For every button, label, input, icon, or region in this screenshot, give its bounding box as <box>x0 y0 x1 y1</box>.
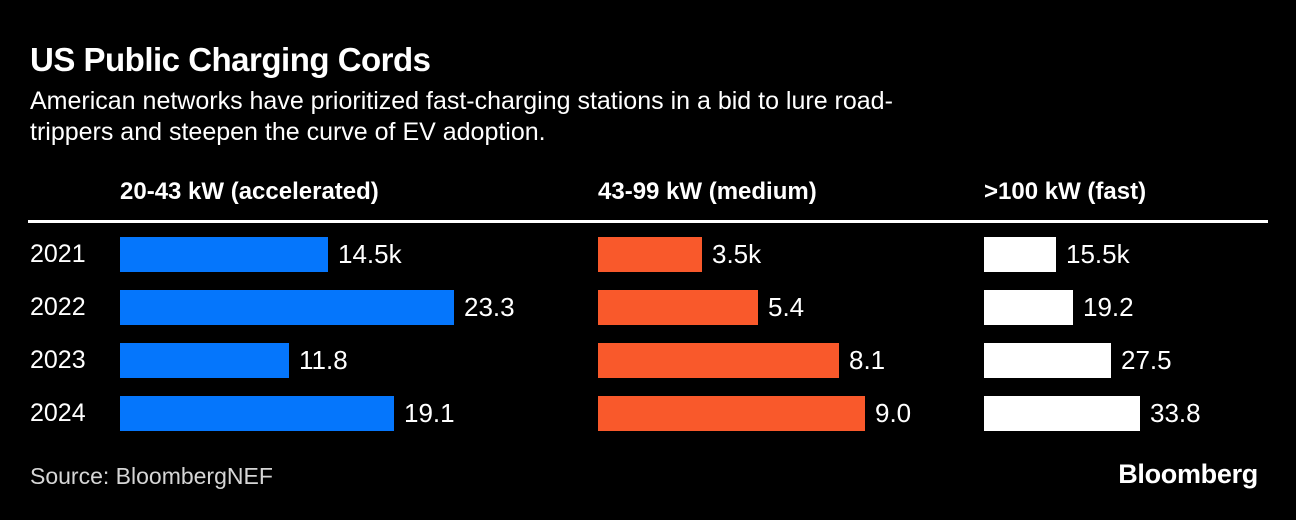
year-label-2021: 2021 <box>30 240 86 268</box>
chart-title: US Public Charging Cords <box>30 41 431 78</box>
bar-fast-2021: 15.5k <box>984 237 1130 272</box>
bar-fast-2024: 33.8 <box>984 396 1201 431</box>
bar-value-label: 5.4 <box>768 292 805 322</box>
bar-value-label: 8.1 <box>849 345 886 375</box>
bar-fast-2023: 27.5 <box>984 343 1172 378</box>
bar-fill <box>598 237 702 272</box>
bar-accelerated-2021: 14.5k <box>120 237 402 272</box>
bar-value-label: 27.5 <box>1121 345 1172 375</box>
bar-fill <box>120 290 454 325</box>
bar-value-label: 33.8 <box>1150 398 1201 428</box>
year-label-2024: 2024 <box>30 399 86 427</box>
bar-value-label: 3.5k <box>712 239 762 269</box>
bar-accelerated-2024: 19.1 <box>120 396 455 431</box>
bar-value-label: 23.3 <box>464 292 515 322</box>
column-header-accelerated: 20-43 kW (accelerated) <box>120 178 379 205</box>
bar-fill <box>598 290 758 325</box>
bar-value-label: 19.2 <box>1083 292 1134 322</box>
bar-fill <box>984 290 1073 325</box>
year-label-2023: 2023 <box>30 346 86 374</box>
bar-fill <box>984 237 1056 272</box>
bar-medium-2023: 8.1 <box>598 343 885 378</box>
bar-medium-2021: 3.5k <box>598 237 761 272</box>
column-header-medium: 43-99 kW (medium) <box>598 178 817 205</box>
bar-value-label: 15.5k <box>1066 239 1130 269</box>
column-header-fast: >100 kW (fast) <box>984 178 1147 205</box>
bar-value-label: 9.0 <box>875 398 912 428</box>
bar-fast-2022: 19.2 <box>984 290 1134 325</box>
baseline-rule <box>28 220 1268 223</box>
bar-fill <box>984 396 1140 431</box>
source-note: Source: BloombergNEF <box>30 463 273 489</box>
subtitle-line-2: trippers and steepen the curve of EV ado… <box>30 118 546 146</box>
bar-fill <box>120 237 328 272</box>
bar-fill <box>984 343 1111 378</box>
bar-value-label: 14.5k <box>338 239 402 269</box>
bar-medium-2022: 5.4 <box>598 290 804 325</box>
bar-fill <box>598 396 865 431</box>
bar-fill <box>120 396 394 431</box>
bar-value-label: 11.8 <box>299 345 348 375</box>
bar-medium-2024: 9.0 <box>598 396 911 431</box>
year-label-2022: 2022 <box>30 293 86 321</box>
bar-fill <box>598 343 839 378</box>
bar-fill <box>120 343 289 378</box>
chart-subtitle: American networks have prioritized fast-… <box>30 86 893 148</box>
bar-value-label: 19.1 <box>404 398 455 428</box>
bar-accelerated-2022: 23.3 <box>120 290 515 325</box>
bar-accelerated-2023: 11.8 <box>120 343 348 378</box>
bloomberg-logo: Bloomberg <box>1118 459 1258 489</box>
subtitle-line-1: American networks have prioritized fast-… <box>30 87 893 115</box>
